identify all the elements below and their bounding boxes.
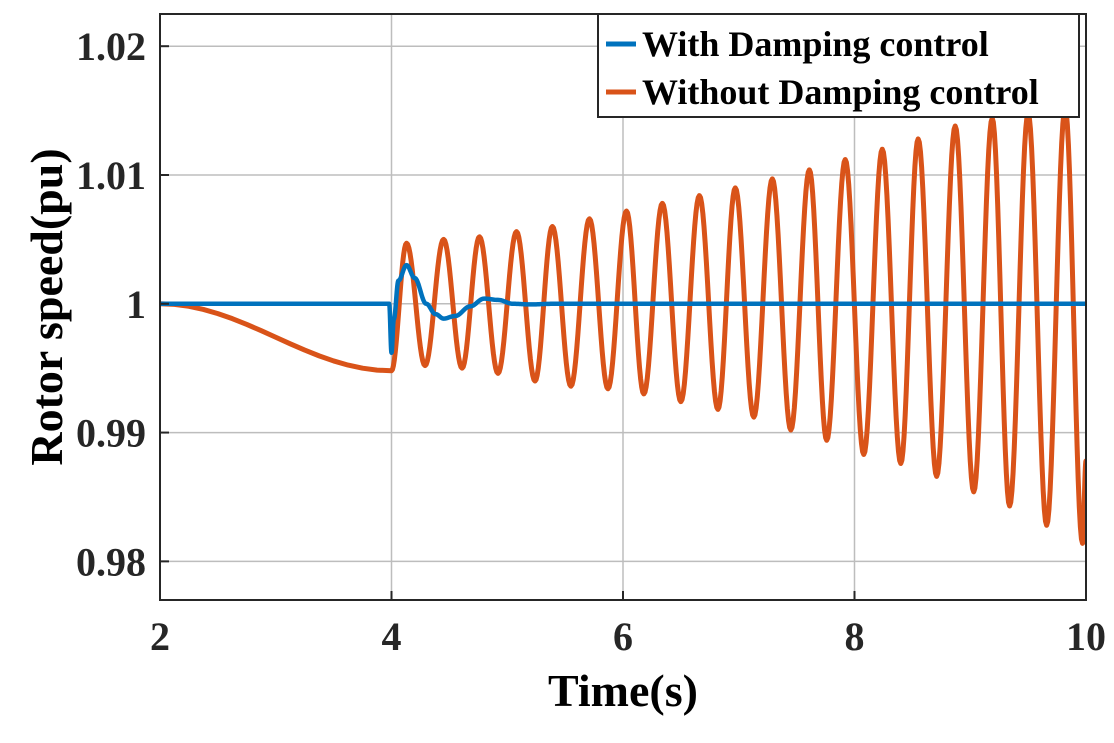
series-lines (160, 105, 1086, 546)
x-axis-ticks: 2 4 6 8 10 (150, 591, 1106, 659)
x-axis-label: Time(s) (548, 665, 698, 716)
legend-entry-without-damping: Without Damping control (642, 72, 1039, 112)
x-tick-label: 2 (150, 614, 170, 659)
y-tick-label: 0.99 (76, 411, 146, 456)
series-line-with-damping (160, 262, 1086, 355)
y-tick-label: 1.01 (76, 153, 146, 198)
y-axis-label: Rotor speed(pu) (21, 148, 72, 465)
series-line-without-damping (160, 105, 1086, 546)
y-tick-label: 1.02 (76, 24, 146, 69)
y-axis-ticks: 0.98 0.99 1 1.01 1.02 (76, 24, 169, 584)
legend-entry-with-damping: With Damping control (642, 24, 989, 64)
x-tick-label: 6 (613, 614, 633, 659)
legend: With Damping control Without Damping con… (597, 13, 1080, 118)
x-tick-label: 10 (1066, 614, 1106, 659)
legend-box (597, 13, 1080, 118)
y-tick-label: 0.98 (76, 539, 146, 584)
x-tick-label: 8 (845, 614, 865, 659)
x-tick-label: 4 (382, 614, 402, 659)
y-tick-label: 1 (126, 282, 146, 327)
